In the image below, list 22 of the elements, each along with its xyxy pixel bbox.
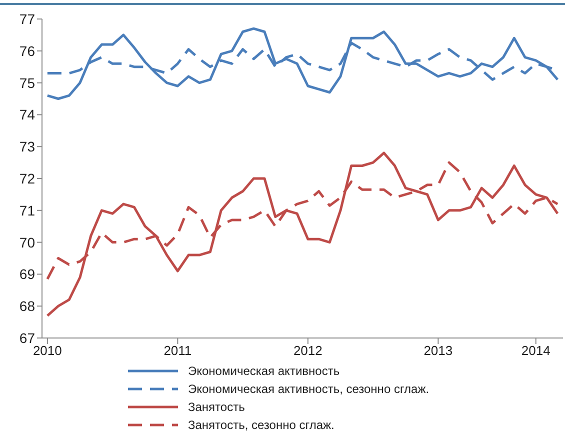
x-tick-label: 2010 — [32, 343, 62, 358]
legend-label: Занятость — [188, 400, 245, 414]
legend-label: Экономическая активность, сезонно сглаж. — [188, 382, 430, 396]
x-tick-label: 2011 — [164, 343, 192, 358]
y-tick-label: 72 — [19, 170, 36, 186]
line-series — [46, 27, 559, 100]
y-tick-label: 70 — [19, 234, 36, 250]
y-tick-label: 74 — [19, 106, 36, 123]
x-tick-label: 2013 — [424, 343, 453, 358]
y-tick-label: 73 — [19, 138, 36, 155]
y-tick-label: 76 — [19, 42, 36, 59]
y-tick-label: 67 — [19, 330, 36, 346]
line-series — [46, 152, 559, 317]
legend-label: Экономическая активность — [188, 364, 340, 378]
y-tick-label: 77 — [19, 10, 36, 27]
y-tick-label: 69 — [19, 266, 36, 282]
y-tick-label: 75 — [19, 74, 36, 91]
x-tick-label: 2014 — [521, 343, 550, 358]
y-tick-label: 71 — [19, 202, 36, 218]
legend-label: Занятость, сезонно сглаж. — [188, 418, 334, 432]
x-tick-label: 2012 — [293, 343, 322, 358]
y-tick-label: 68 — [19, 298, 36, 314]
